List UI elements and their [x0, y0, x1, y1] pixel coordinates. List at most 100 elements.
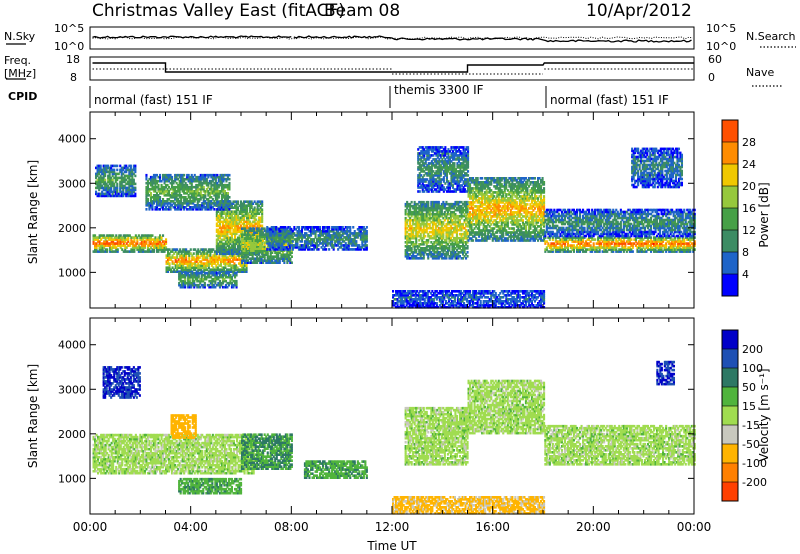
heatmap-cell: [356, 228, 359, 231]
heatmap-cell: [101, 250, 104, 253]
heatmap-cell: [331, 242, 334, 245]
heatmap-cell: [305, 242, 308, 245]
heatmap-cell: [146, 187, 150, 191]
heatmap-cell: [184, 206, 187, 209]
heatmap-cell: [133, 236, 136, 239]
heatmap-cell: [227, 244, 231, 248]
heatmap-cell: [406, 222, 409, 226]
heatmap-cell: [213, 185, 216, 189]
heatmap-cell: [234, 228, 237, 232]
heatmap-cell: [159, 187, 162, 191]
heatmap-cell: [205, 187, 208, 191]
heatmap-cell: [195, 179, 198, 183]
heatmap-cell: [160, 250, 163, 253]
heatmap-cell: [275, 240, 278, 243]
heatmap-cell: [155, 198, 159, 201]
heatmap-cell: [215, 210, 218, 213]
heatmap-cell: [215, 216, 218, 220]
heatmap-cell: [273, 246, 276, 249]
heatmap-cell: [192, 248, 195, 251]
heatmap-cell: [220, 252, 223, 256]
heatmap-cell: [174, 192, 177, 195]
heatmap-cell: [409, 202, 412, 206]
heatmap-cell: [178, 185, 181, 189]
heatmap-cell: [210, 270, 213, 273]
heatmap-cell: [176, 262, 179, 265]
heatmap-cell: [242, 251, 245, 254]
heatmap-cell: [99, 178, 102, 182]
heatmap-cell: [165, 256, 168, 259]
heatmap-cell: [220, 194, 224, 197]
heatmap-cell: [122, 186, 125, 190]
heatmap-cell: [126, 174, 129, 178]
heatmap-cell: [284, 240, 287, 243]
heatmap-cell: [214, 198, 217, 201]
heatmap-cell: [291, 230, 294, 233]
heatmap-cell: [241, 251, 244, 254]
heatmap-cell: [107, 244, 110, 247]
heatmap-cell: [190, 275, 193, 279]
heatmap-cell: [265, 231, 268, 234]
heatmap-cell: [201, 256, 204, 259]
cpid-segment-3: normal (fast) 151 IF: [550, 93, 669, 107]
heatmap-cell: [256, 255, 259, 258]
heatmap-cell: [259, 243, 262, 246]
heatmap-cell: [406, 253, 409, 256]
heatmap-cell: [216, 196, 219, 199]
heatmap-cell: [250, 243, 253, 246]
heatmap-cell: [279, 246, 282, 249]
heatmap-cell: [171, 266, 174, 269]
heatmap-cell: [232, 220, 235, 224]
heatmap-cell: [221, 275, 225, 279]
heatmap-cell: [247, 261, 250, 264]
heatmap-cell: [101, 190, 104, 194]
heatmap-cell: [407, 208, 410, 212]
heatmap-cell: [102, 194, 105, 198]
heatmap-cell: [131, 172, 134, 176]
heatmap-cell: [269, 248, 272, 251]
heatmap-cell: [230, 275, 234, 279]
heatmap-cell: [98, 172, 101, 176]
heatmap-cell: [216, 181, 219, 185]
heatmap-cell: [341, 240, 344, 243]
heatmap-cell: [204, 264, 207, 267]
heatmap-cell: [210, 258, 213, 261]
heatmap-cell: [196, 208, 199, 211]
heatmap-cell: [413, 245, 416, 248]
heatmap-cell: [347, 242, 350, 245]
heatmap-cell: [130, 240, 133, 243]
heatmap-cell: [168, 198, 171, 201]
heatmap-cell: [101, 186, 104, 190]
heatmap-cell: [265, 251, 268, 254]
heatmap-cell: [240, 210, 243, 213]
heatmap-cell: [224, 224, 228, 228]
heatmap-cell: [99, 170, 102, 174]
heatmap-cell: [256, 204, 259, 207]
heatmap-cell: [261, 208, 264, 211]
heatmap-cell: [152, 198, 156, 201]
heatmap-cell: [290, 251, 293, 254]
heatmap-cell: [124, 238, 127, 241]
heatmap-cell: [191, 258, 194, 261]
heatmap-cell: [323, 236, 326, 239]
heatmap-cell: [213, 258, 216, 261]
heatmap-cell: [256, 229, 259, 232]
heatmap-cell: [242, 262, 245, 265]
heatmap-cell: [179, 285, 182, 289]
heatmap-cell: [183, 198, 186, 201]
heatmap-cell: [215, 246, 218, 250]
heatmap-cell: [196, 190, 199, 193]
heatmap-cell: [146, 179, 150, 183]
heatmap-cell: [220, 181, 224, 185]
heatmap-cell: [132, 186, 135, 190]
heatmap-cell: [125, 246, 128, 249]
heatmap-cell: [193, 177, 196, 181]
heatmap-cell: [190, 177, 193, 181]
heatmap-cell: [220, 212, 223, 215]
heatmap-cell: [356, 246, 359, 249]
heatmap-cell: [119, 184, 122, 188]
heatmap-cell: [263, 249, 266, 252]
heatmap-cell: [359, 236, 362, 239]
heatmap-cell: [95, 166, 98, 170]
